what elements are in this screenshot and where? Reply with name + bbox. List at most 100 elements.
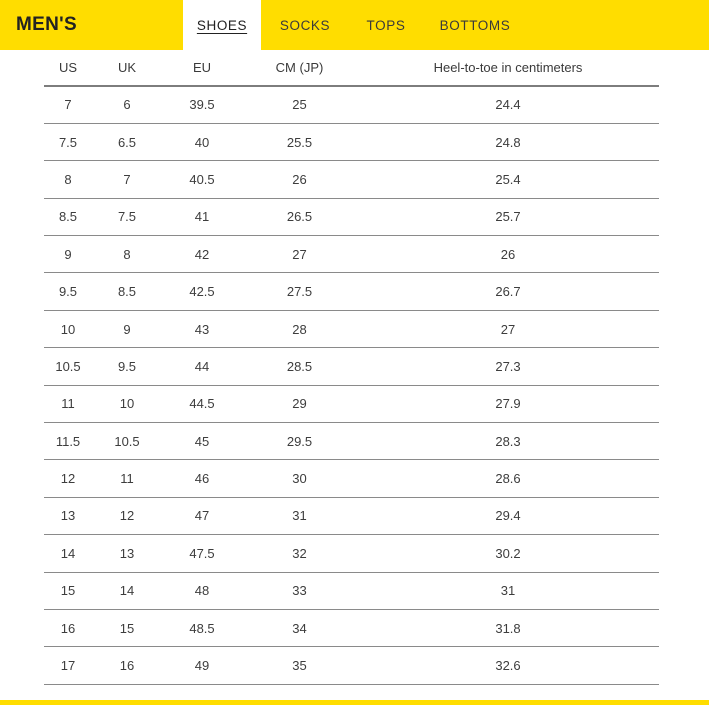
cell-uk: 6 xyxy=(92,86,162,124)
table-row: 15 14 48 33 31 xyxy=(44,572,659,610)
tab-shoes-label: SHOES xyxy=(196,17,248,33)
cell-us: 10 xyxy=(44,310,92,349)
cell-us: 9.5 xyxy=(44,272,92,311)
cell-uk: 7.5 xyxy=(92,198,162,237)
cell-cm: 29.5 xyxy=(242,422,357,461)
cell-heel-to-toe: 25.7 xyxy=(357,198,659,237)
cell-eu: 39.5 xyxy=(162,86,242,124)
cell-cm: 27.5 xyxy=(242,272,357,311)
cell-heel-to-toe: 30.2 xyxy=(357,534,659,573)
cell-eu: 43 xyxy=(162,310,242,349)
cell-us: 10.5 xyxy=(44,347,92,386)
table-row: 9.5 8.5 42.5 27.5 26.7 xyxy=(44,272,659,311)
cell-us: 14 xyxy=(44,534,92,573)
table-row: 14 13 47.5 32 30.2 xyxy=(44,534,659,573)
cell-eu: 45 xyxy=(162,422,242,461)
column-header-eu: EU xyxy=(162,50,242,87)
cell-eu: 46 xyxy=(162,459,242,498)
cell-us: 13 xyxy=(44,497,92,536)
cell-heel-to-toe: 27.9 xyxy=(357,385,659,424)
cell-uk: 10.5 xyxy=(92,422,162,461)
cell-cm: 26 xyxy=(242,160,357,199)
cell-uk: 9 xyxy=(92,310,162,349)
cell-heel-to-toe: 31.8 xyxy=(357,609,659,648)
cell-uk: 14 xyxy=(92,572,162,610)
column-header-us: US xyxy=(44,50,92,87)
column-header-cm: CM (JP) xyxy=(242,50,357,87)
cell-heel-to-toe: 27.3 xyxy=(357,347,659,386)
cell-us: 8.5 xyxy=(44,198,92,237)
cell-uk: 16 xyxy=(92,646,162,685)
footer-accent-bar xyxy=(0,700,709,705)
cell-heel-to-toe: 26.7 xyxy=(357,272,659,311)
cell-heel-to-toe: 29.4 xyxy=(357,497,659,536)
table-row: 12 11 46 30 28.6 xyxy=(44,459,659,498)
table-row: 7 6 39.5 25 24.4 xyxy=(44,86,659,124)
tab-socks[interactable]: SOCKS xyxy=(261,0,349,50)
cell-eu: 40.5 xyxy=(162,160,242,199)
cell-uk: 12 xyxy=(92,497,162,536)
cell-us: 15 xyxy=(44,572,92,610)
cell-eu: 42.5 xyxy=(162,272,242,311)
cell-cm: 25.5 xyxy=(242,123,357,162)
cell-uk: 9.5 xyxy=(92,347,162,386)
cell-heel-to-toe: 26 xyxy=(357,235,659,274)
tab-bottoms-label: BOTTOMS xyxy=(439,17,511,33)
cell-cm: 31 xyxy=(242,497,357,536)
cell-us: 11.5 xyxy=(44,422,92,461)
table-row: 17 16 49 35 32.6 xyxy=(44,646,659,685)
cell-eu: 40 xyxy=(162,123,242,162)
cell-uk: 15 xyxy=(92,609,162,648)
tab-socks-label: SOCKS xyxy=(279,17,331,33)
cell-us: 16 xyxy=(44,609,92,648)
cell-uk: 10 xyxy=(92,385,162,424)
table-row: 11.5 10.5 45 29.5 28.3 xyxy=(44,422,659,461)
cell-cm: 25 xyxy=(242,86,357,124)
table-row: 8.5 7.5 41 26.5 25.7 xyxy=(44,198,659,237)
tab-tops[interactable]: TOPS xyxy=(349,0,423,50)
cell-heel-to-toe: 31 xyxy=(357,572,659,610)
cell-uk: 13 xyxy=(92,534,162,573)
table-row: 8 7 40.5 26 25.4 xyxy=(44,160,659,199)
tab-shoes[interactable]: SHOES xyxy=(183,0,261,50)
cell-cm: 32 xyxy=(242,534,357,573)
cell-cm: 28 xyxy=(242,310,357,349)
column-header-uk: UK xyxy=(92,50,162,87)
cell-us: 11 xyxy=(44,385,92,424)
page-header: MEN'S SHOES SOCKS TOPS BOTTOMS xyxy=(0,0,709,50)
cell-eu: 48 xyxy=(162,572,242,610)
cell-us: 7.5 xyxy=(44,123,92,162)
cell-eu: 48.5 xyxy=(162,609,242,648)
cell-us: 8 xyxy=(44,160,92,199)
tab-bar-spacer xyxy=(527,0,709,50)
table-header-row: US UK EU CM (JP) Heel-to-toe in centimet… xyxy=(44,50,659,87)
cell-eu: 47.5 xyxy=(162,534,242,573)
cell-heel-to-toe: 28.6 xyxy=(357,459,659,498)
table-row: 11 10 44.5 29 27.9 xyxy=(44,385,659,424)
cell-heel-to-toe: 25.4 xyxy=(357,160,659,199)
column-header-heel-to-toe: Heel-to-toe in centimeters xyxy=(357,50,659,87)
table-row: 13 12 47 31 29.4 xyxy=(44,497,659,536)
cell-uk: 11 xyxy=(92,459,162,498)
table-row: 16 15 48.5 34 31.8 xyxy=(44,609,659,648)
size-chart-table: US UK EU CM (JP) Heel-to-toe in centimet… xyxy=(44,50,659,685)
table-row: 10.5 9.5 44 28.5 27.3 xyxy=(44,347,659,386)
cell-us: 17 xyxy=(44,646,92,685)
cell-cm: 28.5 xyxy=(242,347,357,386)
cell-eu: 44 xyxy=(162,347,242,386)
table-row: 7.5 6.5 40 25.5 24.8 xyxy=(44,123,659,162)
cell-cm: 27 xyxy=(242,235,357,274)
cell-cm: 29 xyxy=(242,385,357,424)
cell-uk: 8 xyxy=(92,235,162,274)
cell-us: 9 xyxy=(44,235,92,274)
cell-heel-to-toe: 32.6 xyxy=(357,646,659,685)
cell-heel-to-toe: 24.8 xyxy=(357,123,659,162)
tab-bottoms[interactable]: BOTTOMS xyxy=(423,0,527,50)
page-title: MEN'S xyxy=(16,14,77,35)
category-tab-bar: SHOES SOCKS TOPS BOTTOMS xyxy=(183,0,709,50)
cell-cm: 26.5 xyxy=(242,198,357,237)
cell-uk: 7 xyxy=(92,160,162,199)
cell-us: 7 xyxy=(44,86,92,124)
table-body: 7 6 39.5 25 24.4 7.5 6.5 40 25.5 24.8 8 7 40.5 26 25.4… xyxy=(44,86,659,685)
tab-tops-label: TOPS xyxy=(366,17,406,33)
